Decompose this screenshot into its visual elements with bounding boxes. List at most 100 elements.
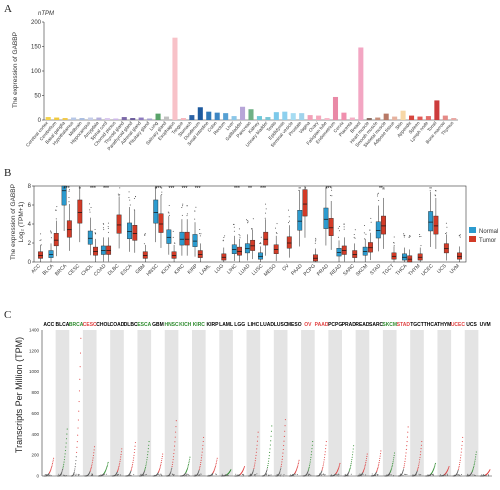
panel-c-point xyxy=(420,474,422,476)
panel-b-outlier xyxy=(445,222,447,224)
panel-c-point xyxy=(73,470,76,472)
panel-c-point xyxy=(200,473,202,475)
panel-c-point xyxy=(172,456,175,458)
panel-c-point xyxy=(283,435,285,437)
panel-c-point xyxy=(283,473,285,475)
panel-c-point xyxy=(171,465,173,468)
panel-c-point xyxy=(160,463,162,465)
panel-a-bar xyxy=(147,118,153,120)
panel-b-outlier xyxy=(95,233,97,235)
panel-c-point xyxy=(322,466,324,468)
panel-c-point xyxy=(353,445,355,447)
panel-c-point xyxy=(405,455,407,457)
panel-c-point xyxy=(175,426,177,428)
panel-a-bar xyxy=(366,118,372,120)
panel-c-category-label: UVM xyxy=(480,322,491,328)
panel-c-point xyxy=(222,475,224,477)
panel-c-point xyxy=(133,457,135,459)
panel-a-bar xyxy=(425,116,431,120)
panel-c-point xyxy=(475,451,477,453)
panel-b-outlier xyxy=(239,235,241,237)
panel-c-point xyxy=(91,473,93,475)
panel-c-point xyxy=(485,475,487,477)
panel-c-point xyxy=(386,475,388,477)
panel-c-point xyxy=(120,456,122,458)
panel-b-outlier xyxy=(168,214,170,216)
panel-b-box xyxy=(381,215,386,235)
panel-a-bar xyxy=(392,116,398,120)
panel-c-point xyxy=(439,475,441,477)
panel-c-point xyxy=(159,466,161,468)
panel-c-point xyxy=(420,444,422,446)
panel-b-outlier xyxy=(199,228,201,230)
panel-b-outlier xyxy=(435,195,437,197)
panel-c-category-label: KICH xyxy=(179,322,192,328)
panel-c-point xyxy=(50,469,52,471)
panel-c-point xyxy=(362,470,364,472)
panel-c-point xyxy=(171,467,173,469)
panel-c-category-label: LUSC xyxy=(274,322,288,328)
panel-b-outlier xyxy=(247,221,249,223)
panel-b-outlier xyxy=(144,233,146,235)
panel-c-point xyxy=(416,471,418,473)
panel-c-point xyxy=(158,469,160,472)
panel-c-point xyxy=(198,470,200,472)
panel-c-point xyxy=(158,473,160,475)
panel-b-outlier xyxy=(186,205,188,207)
panel-c-point xyxy=(92,459,94,461)
panel-c-point xyxy=(76,441,78,443)
panel-b-significance: *** xyxy=(195,186,201,192)
panel-c-point xyxy=(53,457,55,459)
panel-c-point xyxy=(281,461,283,463)
panel-c-point xyxy=(266,469,268,471)
panel-c-point xyxy=(348,470,350,472)
panel-a-bar xyxy=(451,118,457,120)
panel-c-point xyxy=(365,460,367,462)
panel-c-point xyxy=(146,459,148,461)
panel-c-point xyxy=(447,468,449,470)
panel-a-bar xyxy=(45,117,51,120)
panel-c-point xyxy=(349,467,351,470)
panel-c-band xyxy=(301,330,315,476)
panel-c-point xyxy=(215,474,217,476)
panel-c-point xyxy=(406,436,408,438)
panel-c-point xyxy=(298,459,300,461)
panel-c-point xyxy=(432,474,434,476)
panel-a-bar xyxy=(307,115,313,120)
panel-c-category-label: OV xyxy=(304,322,312,328)
panel-b-outlier xyxy=(167,211,169,213)
panel-c-point xyxy=(51,465,53,467)
panel-b-box xyxy=(53,233,59,247)
panel-c-point xyxy=(161,458,163,460)
panel-c-point xyxy=(415,474,417,476)
panel-a-bar xyxy=(130,118,136,120)
panel-a-bar xyxy=(189,115,195,120)
panel-c-point xyxy=(309,463,311,465)
panel-b-outlier xyxy=(50,230,52,232)
panel-b-box xyxy=(428,211,434,232)
panel-b-box xyxy=(158,213,164,233)
panel-b-outlier xyxy=(445,232,447,234)
panel-c-point xyxy=(237,474,239,476)
legend-swatch-normal xyxy=(469,227,476,233)
panel-b-outlier xyxy=(314,240,316,242)
panel-c-point xyxy=(474,460,476,462)
panel-c-point xyxy=(470,473,472,475)
panel-c-point xyxy=(268,455,270,457)
panel-c-point xyxy=(93,449,95,451)
panel-c-point xyxy=(404,473,406,475)
panel-b-outlier xyxy=(370,217,372,219)
panel-a-bar xyxy=(54,117,60,120)
panel-c-category-label: LAML xyxy=(219,322,233,328)
panel-c-point xyxy=(200,462,202,464)
panel-b-outlier xyxy=(419,236,421,238)
panel-c-point xyxy=(284,419,286,421)
panel-c-point xyxy=(457,474,459,476)
panel-b-box xyxy=(443,243,449,254)
panel-a-bar xyxy=(408,115,415,120)
panel-c-point xyxy=(241,475,243,477)
panel-c-point xyxy=(49,470,51,472)
panel-c-band xyxy=(328,330,342,476)
panel-c-point xyxy=(279,469,282,471)
panel-c-point xyxy=(418,463,420,465)
